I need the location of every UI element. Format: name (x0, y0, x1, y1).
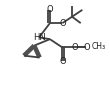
Text: O: O (59, 57, 66, 66)
Text: O: O (47, 5, 53, 14)
Text: O: O (59, 19, 66, 28)
Text: O: O (83, 43, 90, 52)
Text: O: O (72, 43, 78, 52)
Text: HN: HN (33, 33, 45, 42)
Text: CH₃: CH₃ (92, 43, 106, 51)
